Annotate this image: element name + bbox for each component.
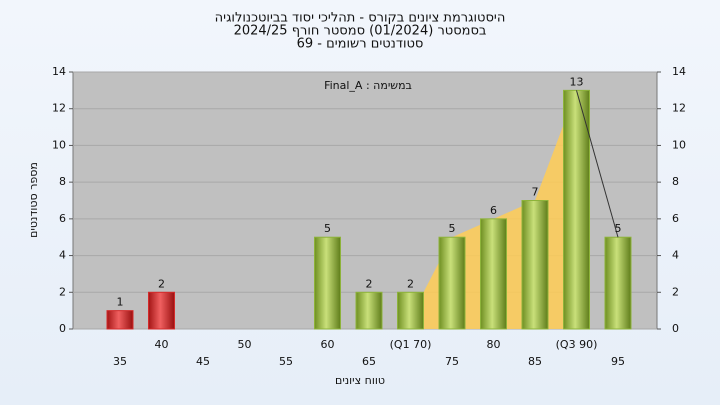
bar xyxy=(148,291,175,330)
bar xyxy=(480,218,507,330)
bar xyxy=(355,291,383,330)
data-label: 2 xyxy=(366,277,373,290)
x-axis-label: טווח ציונים xyxy=(335,374,385,387)
data-label: 5 xyxy=(324,222,331,235)
x-tick-label: 85 xyxy=(528,355,542,368)
bar xyxy=(397,291,424,330)
y2-tick-label: 8 xyxy=(672,175,679,188)
y2-tick-label: 6 xyxy=(672,212,679,225)
chart-subtitle: בסמסטר (01/2024) סמסטר חורף 2024/25 xyxy=(234,24,487,39)
data-label: 2 xyxy=(158,277,165,290)
x-tick-label: 40 xyxy=(155,338,169,351)
bar xyxy=(563,89,590,330)
data-label: 7 xyxy=(532,186,539,199)
connector-line xyxy=(576,90,619,238)
x-tick-label: 95 xyxy=(611,355,625,368)
y-tick-label: 14 xyxy=(52,65,66,78)
chart-title: היסטוגרמת ציונים בקורס - תהליכי יסוד בבי… xyxy=(215,11,506,26)
x-tick-label: 55 xyxy=(279,355,293,368)
bar xyxy=(438,236,466,330)
y-tick-label: 10 xyxy=(52,138,66,151)
x-tick-label: 65 xyxy=(362,355,376,368)
y-tick-label: 0 xyxy=(59,322,66,335)
x-tick-label: 35 xyxy=(113,355,127,368)
annotation: Final_A : במשימה xyxy=(324,79,412,92)
x-tick-label: 45 xyxy=(196,355,210,368)
bar xyxy=(314,236,341,330)
data-label: 13 xyxy=(570,75,584,88)
data-label: 6 xyxy=(490,204,497,217)
data-label: 1 xyxy=(117,296,124,309)
y2-tick-label: 4 xyxy=(672,249,679,262)
y2-tick-label: 10 xyxy=(672,138,686,151)
y-tick-label: 8 xyxy=(59,175,66,188)
x-tick-label: (Q3 90) xyxy=(556,338,598,351)
y2-tick-label: 12 xyxy=(672,102,686,115)
data-label: 5 xyxy=(615,222,622,235)
x-tick-label: (Q1 70) xyxy=(390,338,432,351)
y-axis-label: מספר סטודנטים xyxy=(27,162,40,238)
data-label: 2 xyxy=(407,277,414,290)
x-tick-label: 60 xyxy=(321,338,335,351)
x-tick-label: 80 xyxy=(487,338,501,351)
chart-subtitle: סטודנטים רשומים - 69 xyxy=(297,37,424,52)
y2-tick-label: 2 xyxy=(672,285,679,298)
x-tick-label: 75 xyxy=(445,355,459,368)
y-tick-label: 2 xyxy=(59,285,66,298)
y2-tick-label: 0 xyxy=(672,322,679,335)
bar xyxy=(521,200,549,330)
y-tick-label: 4 xyxy=(59,249,66,262)
bar xyxy=(604,236,632,330)
data-label: 5 xyxy=(449,222,456,235)
x-tick-label: 50 xyxy=(238,338,252,351)
bar xyxy=(106,310,134,330)
y2-tick-label: 14 xyxy=(672,65,686,78)
y-tick-label: 6 xyxy=(59,212,66,225)
y-tick-label: 12 xyxy=(52,102,66,115)
